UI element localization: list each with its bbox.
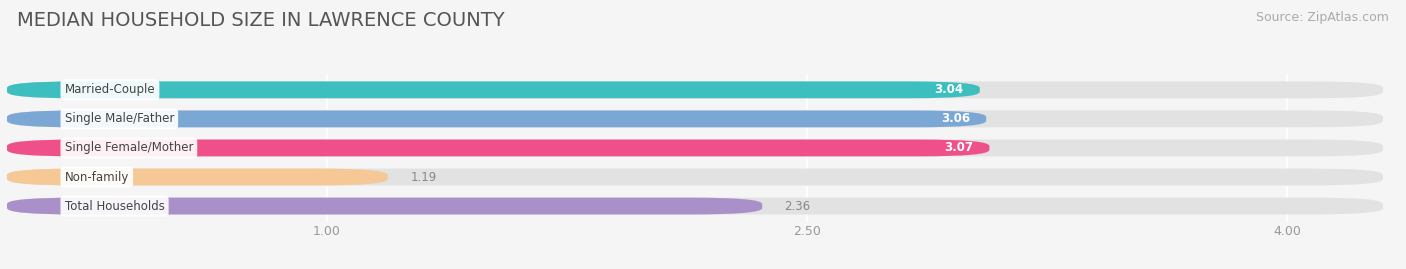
Text: 1.19: 1.19 <box>411 171 436 183</box>
Text: 3.04: 3.04 <box>935 83 963 96</box>
FancyBboxPatch shape <box>7 111 1384 127</box>
Text: Source: ZipAtlas.com: Source: ZipAtlas.com <box>1256 11 1389 24</box>
FancyBboxPatch shape <box>7 169 388 185</box>
Text: 2.36: 2.36 <box>785 200 811 213</box>
Text: Non-family: Non-family <box>65 171 129 183</box>
Text: Total Households: Total Households <box>65 200 165 213</box>
Text: Single Female/Mother: Single Female/Mother <box>65 141 193 154</box>
Text: 3.06: 3.06 <box>941 112 970 125</box>
FancyBboxPatch shape <box>7 198 1384 214</box>
Text: 3.07: 3.07 <box>945 141 973 154</box>
FancyBboxPatch shape <box>7 111 986 127</box>
FancyBboxPatch shape <box>7 82 1384 98</box>
FancyBboxPatch shape <box>7 169 1384 185</box>
Text: MEDIAN HOUSEHOLD SIZE IN LAWRENCE COUNTY: MEDIAN HOUSEHOLD SIZE IN LAWRENCE COUNTY <box>17 11 505 30</box>
FancyBboxPatch shape <box>7 198 762 214</box>
FancyBboxPatch shape <box>7 82 980 98</box>
Text: Married-Couple: Married-Couple <box>65 83 155 96</box>
Text: Single Male/Father: Single Male/Father <box>65 112 174 125</box>
FancyBboxPatch shape <box>7 140 990 156</box>
FancyBboxPatch shape <box>7 140 1384 156</box>
